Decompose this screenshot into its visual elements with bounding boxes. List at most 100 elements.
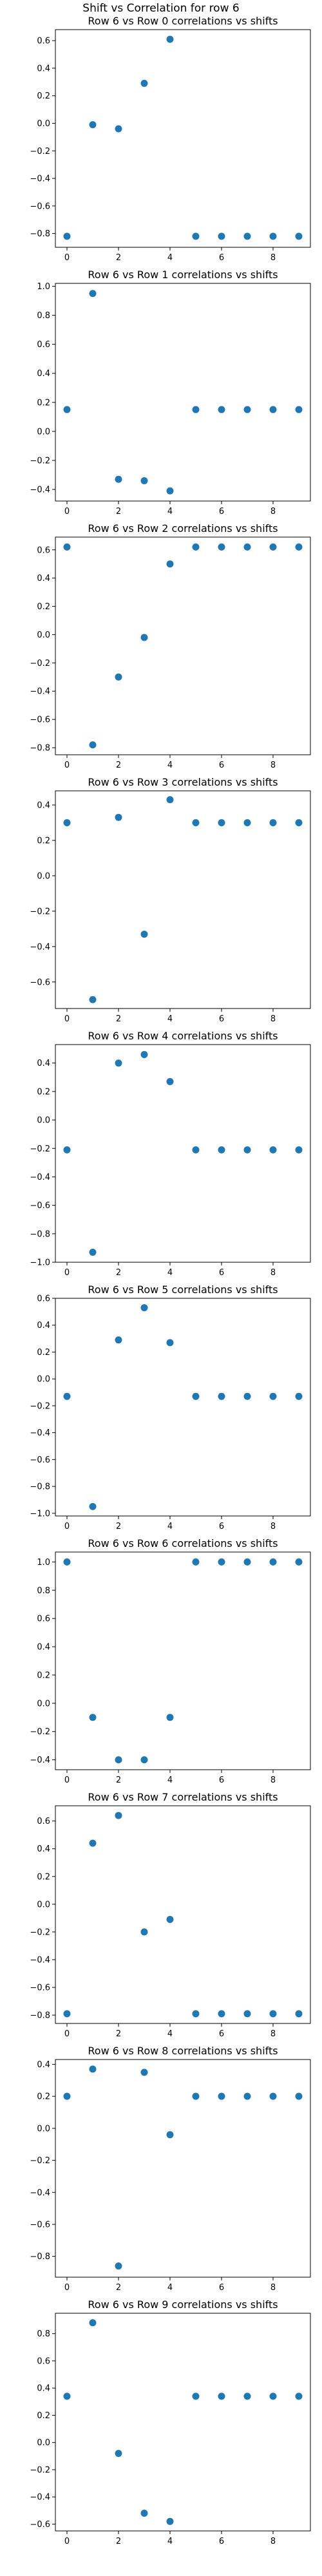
data-point	[140, 477, 148, 484]
x-tick-label: 2	[116, 1268, 121, 1278]
y-tick-label: 0.0	[37, 427, 50, 437]
data-point	[243, 2092, 251, 2100]
data-point	[63, 2392, 71, 2400]
subplot-title: Row 6 vs Row 1 correlations vs shifts	[88, 269, 278, 281]
subplot-8: Row 6 vs Row 8 correlations vs shifts 0 2 4…	[30, 2045, 311, 2293]
y-tick-label: 0.4	[37, 369, 50, 379]
x-tick-label: 4	[167, 2029, 173, 2039]
subplot-title: Row 6 vs Row 9 correlations vs shifts	[88, 2298, 278, 2311]
x-tick-label: 2	[116, 507, 121, 516]
x-tick-label: 4	[167, 2283, 173, 2293]
data-point	[192, 2092, 200, 2100]
data-point	[115, 475, 122, 483]
y-tick-label: 0.0	[37, 2438, 50, 2448]
subplot-4: Row 6 vs Row 4 correlations vs shifts 0 2 4…	[30, 1030, 311, 1278]
axes-frame	[55, 536, 311, 755]
y-tick-label: −0.2	[30, 2156, 50, 2166]
y-tick-label: 0.0	[37, 1699, 50, 1709]
x-tick-label: 8	[270, 1522, 276, 1531]
data-point	[63, 1558, 71, 1566]
y-tick-label: −0.8	[30, 1482, 50, 1492]
y-tick-label: 0.0	[37, 1900, 50, 1909]
axes-frame	[55, 283, 311, 502]
x-tick-label: 8	[270, 2537, 276, 2546]
data-point	[89, 121, 97, 129]
y-tick-label: 0.2	[37, 1087, 50, 1097]
y-tick-label: −1.0	[30, 1258, 50, 1268]
y-tick-label: −0.8	[30, 229, 50, 239]
figure-suptitle: Shift vs Correlation for row 6	[82, 2, 239, 15]
data-point	[115, 1812, 122, 1819]
data-point	[192, 232, 200, 240]
y-tick-label: −0.4	[30, 2493, 50, 2503]
y-tick-label: 0.4	[37, 1059, 50, 1068]
x-tick-label: 6	[219, 1522, 224, 1531]
y-tick-label: 0.0	[37, 630, 50, 640]
data-point	[269, 819, 277, 826]
data-point	[192, 819, 200, 826]
x-tick-label: 2	[116, 1776, 121, 1785]
y-tick-label: −0.4	[30, 1173, 50, 1182]
data-point	[115, 125, 122, 133]
x-tick-label: 0	[64, 1776, 70, 1785]
data-point	[243, 1392, 251, 1400]
x-tick-label: 8	[270, 2283, 276, 2293]
x-tick-label: 2	[116, 761, 121, 770]
y-tick-label: 0.4	[37, 1643, 50, 1653]
x-tick-label: 6	[219, 1268, 224, 1278]
data-point	[243, 232, 251, 240]
y-tick-label: −0.6	[30, 2520, 50, 2530]
axes-frame	[55, 2059, 311, 2278]
data-point	[63, 2010, 71, 2018]
data-point	[269, 2010, 277, 2018]
y-tick-label: −0.6	[30, 2220, 50, 2230]
data-point	[140, 634, 148, 641]
data-point	[192, 406, 200, 413]
x-tick-label: 0	[64, 2537, 70, 2546]
data-point	[218, 2092, 225, 2100]
data-point	[140, 79, 148, 87]
y-tick-label: −1.0	[30, 1509, 50, 1519]
y-tick-label: 0.6	[37, 1615, 50, 1624]
data-point	[218, 1558, 225, 1566]
data-point	[166, 1077, 174, 1085]
data-point	[140, 931, 148, 938]
data-point	[218, 2010, 225, 2018]
y-tick-label: 1.0	[37, 1558, 50, 1567]
data-point	[166, 1339, 174, 1347]
data-point	[166, 2131, 174, 2139]
y-tick-label: −0.6	[30, 1984, 50, 1993]
y-tick-label: −0.2	[30, 456, 50, 466]
y-tick-label: 0.0	[37, 1375, 50, 1385]
x-tick-label: 8	[270, 2029, 276, 2039]
data-point	[218, 819, 225, 826]
x-tick-label: 6	[219, 2537, 224, 2546]
x-tick-label: 0	[64, 253, 70, 263]
x-tick-label: 2	[116, 2283, 121, 2293]
y-tick-label: −0.2	[30, 1144, 50, 1154]
y-tick-label: 0.6	[37, 1294, 50, 1304]
data-point	[295, 2092, 303, 2100]
y-tick-label: −0.2	[30, 659, 50, 668]
y-tick-label: −0.4	[30, 942, 50, 952]
y-tick-label: −0.6	[30, 1201, 50, 1211]
subplot-9: Row 6 vs Row 9 correlations vs shifts 0 2 4…	[30, 2298, 311, 2546]
y-tick-label: 0.4	[37, 800, 50, 810]
data-point	[243, 819, 251, 826]
y-tick-label: 1.0	[37, 282, 50, 292]
x-tick-label: 8	[270, 507, 276, 516]
y-tick-label: 0.4	[37, 2384, 50, 2394]
y-tick-label: −0.2	[30, 907, 50, 916]
data-point	[192, 1146, 200, 1153]
x-tick-label: 6	[219, 2283, 224, 2293]
data-point	[89, 996, 97, 1003]
data-point	[295, 232, 303, 240]
data-point	[89, 1839, 97, 1847]
x-tick-label: 8	[270, 761, 276, 770]
x-tick-label: 0	[64, 1268, 70, 1278]
axes-frame	[55, 1298, 311, 1517]
data-point	[166, 35, 174, 43]
data-point	[218, 1146, 225, 1153]
data-point	[243, 406, 251, 413]
